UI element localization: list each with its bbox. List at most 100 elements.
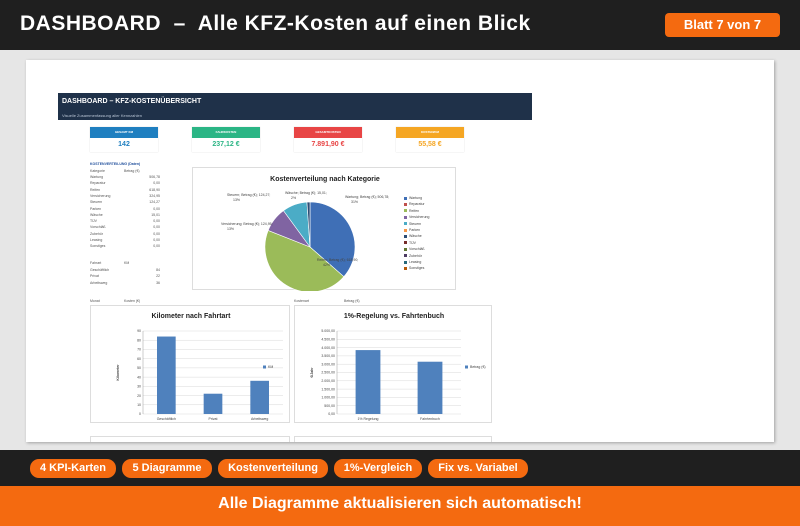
cost-table-row: Leasing 0,00 bbox=[90, 238, 160, 243]
sheet-counter-badge: Blatt 7 von 7 bbox=[665, 13, 780, 37]
bar[interactable] bbox=[157, 336, 176, 414]
y-tick-label: 2.500,00 bbox=[321, 371, 335, 375]
y-tick-label: 5.000,00 bbox=[321, 329, 335, 333]
feature-tag: 5 Diagramme bbox=[122, 459, 212, 478]
row-category: Versicherung bbox=[90, 193, 111, 198]
row-value: 84 bbox=[156, 268, 160, 272]
legend-label: Leasing bbox=[409, 260, 422, 264]
y-tick-label: 20 bbox=[137, 394, 141, 398]
legend-item: Parken bbox=[404, 228, 420, 232]
cost-table-row: Wartung 506,78 bbox=[90, 175, 160, 180]
column-header: Kostenart bbox=[294, 299, 309, 303]
row-value: 0,00 bbox=[153, 225, 160, 230]
legend-label: Reparatur bbox=[409, 202, 425, 207]
row-category: Wäsche bbox=[90, 212, 103, 217]
chart-title: Kostenverteilung nach Kategorie bbox=[270, 176, 380, 183]
legend-label: Wartung bbox=[409, 196, 423, 200]
y-tick-label: 10 bbox=[137, 403, 141, 407]
y-tick-label: 50 bbox=[137, 366, 141, 370]
pie-slice-wartung[interactable] bbox=[309, 201, 356, 278]
legend-swatch bbox=[404, 247, 407, 251]
row-category: Reparatur bbox=[90, 181, 106, 186]
y-tick-label: 2.000,00 bbox=[321, 379, 335, 383]
legend-swatch bbox=[263, 365, 266, 369]
bar[interactable] bbox=[355, 350, 381, 414]
kpi-value: 142 bbox=[118, 141, 130, 148]
x-tick-label: Fahrtenbuch bbox=[420, 417, 440, 421]
row-value: 124,27 bbox=[149, 200, 160, 205]
legend-swatch bbox=[404, 202, 407, 206]
pie-data-label: Wartung; Betrag (€); 506,78; bbox=[345, 195, 389, 199]
footer-bar bbox=[0, 486, 800, 526]
bar-chart-km-by-trip-type[interactable]: Kilometer nach Fahrtart 0 10 20 30 40 50 60 70 8… bbox=[90, 305, 290, 423]
pie-chart-cost-distribution[interactable]: Kostenverteilung nach Kategorie Wartung;… bbox=[192, 167, 456, 291]
chart-box-partial bbox=[90, 436, 290, 442]
y-axis-label: €/Jahr bbox=[310, 367, 314, 378]
pie-data-label: 2% bbox=[291, 196, 296, 200]
legend-item: Versicherung bbox=[404, 215, 429, 219]
legend-label: Zubehör bbox=[409, 253, 423, 258]
chart-legend: Wartung Reparatur Reifen Versicherung Steuer… bbox=[404, 196, 456, 286]
pie-slice-wäsche[interactable] bbox=[306, 201, 311, 248]
legend-label: Vorschläß bbox=[409, 247, 425, 252]
legend-item: Vorschläß bbox=[404, 247, 425, 251]
bar-chart-canvas: 0,00 500,00 1.000,00 1.500,00 2.000,00 2.500,… bbox=[310, 329, 486, 421]
row-category: Steuern bbox=[90, 200, 103, 205]
bar-chart-1pct-vs-logbook[interactable]: 1%-Regelung vs. Fahrtenbuch 0,00 500,00 1.… bbox=[294, 305, 492, 423]
y-tick-label: 40 bbox=[137, 375, 141, 379]
chart-title: Kilometer nach Fahrtart bbox=[151, 313, 231, 320]
legend-label: TÜV bbox=[409, 240, 416, 245]
chart-title: 1%-Regelung vs. Fahrtenbuch bbox=[343, 313, 445, 320]
column-header: Kategorie bbox=[90, 169, 105, 173]
legend-swatch bbox=[404, 215, 407, 219]
legend-item: Reparatur bbox=[404, 202, 425, 206]
kpi-label: GESAMT KM bbox=[90, 127, 158, 138]
cost-table-title: KOSTENVERTEILUNG (Daten) bbox=[90, 162, 141, 166]
legend-label: Steuern bbox=[409, 221, 422, 226]
legend-label: Versicherung bbox=[409, 215, 430, 220]
row-category: Sonstiges bbox=[90, 244, 106, 249]
row-category: Arbeitsweg bbox=[90, 280, 108, 285]
column-header: Monat bbox=[90, 299, 100, 303]
cost-table-row: Parken 0,00 bbox=[90, 207, 160, 212]
row-category: Parken bbox=[90, 206, 102, 211]
legend-swatch bbox=[404, 234, 407, 238]
feature-tag: Fix vs. Variabel bbox=[428, 459, 528, 478]
column-header: Betrag (€) bbox=[124, 169, 140, 173]
cost-table-row: Reparatur 0,00 bbox=[90, 181, 160, 186]
legend-item: TÜV bbox=[404, 241, 416, 245]
row-value: 324,95 bbox=[149, 193, 160, 198]
cost-table-header: Kategorie Betrag (€) bbox=[90, 169, 160, 174]
spreadsheet-page: DASHBOARD – KFZ-KOSTENÜBERSICHT Visuelle… bbox=[26, 60, 774, 442]
legend-item: Wäsche bbox=[404, 234, 422, 238]
pie-data-label: 31% bbox=[351, 200, 358, 204]
y-tick-label: 70 bbox=[137, 348, 141, 352]
bar[interactable] bbox=[203, 393, 223, 414]
row-category: Vorschläß bbox=[90, 225, 106, 230]
bar[interactable] bbox=[250, 380, 269, 414]
pie-data-label: 13% bbox=[227, 227, 234, 231]
kpi-value: 55,58 € bbox=[418, 141, 442, 148]
row-value: 618,90 bbox=[149, 187, 160, 192]
legend-label: Parken bbox=[409, 228, 421, 232]
y-tick-label: 80 bbox=[137, 338, 141, 342]
row-value: 506,78 bbox=[149, 175, 160, 179]
row-category: Reifen bbox=[90, 187, 101, 192]
row-value: 0,00 bbox=[153, 206, 160, 211]
kpi-label: KOSTEN/KM bbox=[396, 127, 464, 138]
x-tick-label: Privat bbox=[209, 417, 218, 421]
legend-item: Steuern bbox=[404, 222, 421, 226]
feature-tag: Kostenverteilung bbox=[218, 459, 328, 478]
legend-label: Reifen bbox=[409, 208, 420, 213]
pie-data-label: Versicherung; Betrag (€); 124,95; bbox=[221, 222, 273, 226]
legend-swatch bbox=[404, 196, 407, 200]
legend-swatch bbox=[404, 266, 407, 270]
legend-swatch bbox=[404, 209, 407, 213]
row-category: Leasing bbox=[90, 238, 103, 242]
pie-slice-reifen[interactable] bbox=[264, 230, 345, 291]
y-tick-label: 3.000,00 bbox=[321, 362, 335, 366]
column-header: Kosten (€) bbox=[124, 299, 141, 303]
legend-swatch bbox=[404, 260, 407, 264]
bar[interactable] bbox=[417, 361, 443, 414]
row-value: 0,00 bbox=[153, 181, 160, 186]
